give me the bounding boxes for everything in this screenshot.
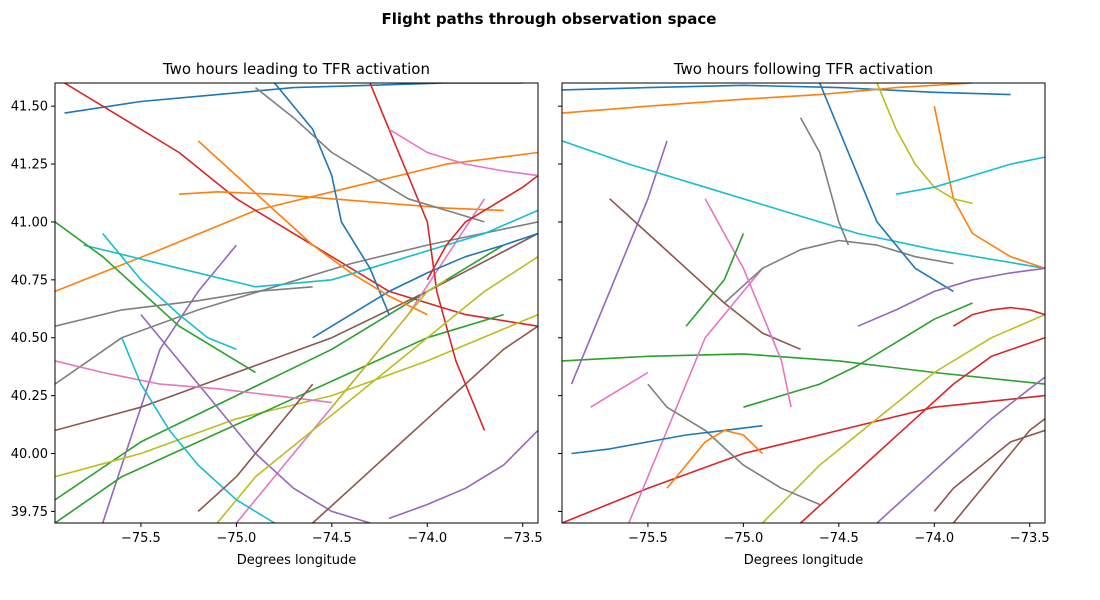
y-ticks-right <box>558 105 562 512</box>
flight-path-4 <box>562 394 1045 523</box>
flight-path-23 <box>685 233 745 327</box>
subplot-left-title: Two hours leading to TFR activation <box>162 60 430 78</box>
flight-path-25 <box>388 429 538 520</box>
y-tick-label: 39.75 <box>11 505 48 520</box>
x-tick-label: −73.5 <box>1010 531 1050 546</box>
flight-path-1 <box>562 84 1011 96</box>
y-tick-label: 41.00 <box>11 215 48 230</box>
flight-path-17 <box>55 360 332 404</box>
flight-path-10 <box>562 140 1045 270</box>
x-tick-label: −74.0 <box>914 531 954 546</box>
flight-path-15 <box>140 314 371 523</box>
x-tick-label: −75.0 <box>723 531 763 546</box>
y-tick-label: 40.00 <box>11 447 48 462</box>
flight-path-9 <box>761 313 1045 523</box>
flight-path-19 <box>876 83 973 205</box>
y-tick-label: 41.50 <box>11 100 48 115</box>
flight-path-20 <box>121 337 275 523</box>
flight-path-14 <box>800 336 1045 523</box>
flight-path-6 <box>609 198 801 351</box>
flight-path-13 <box>743 302 973 408</box>
x-tick-label: −75.5 <box>628 531 668 546</box>
y-tick-label: 40.50 <box>11 331 48 346</box>
flight-path-2 <box>562 83 973 114</box>
flight-path-22 <box>666 429 764 489</box>
x-tick-label: −75.5 <box>121 531 161 546</box>
plot-area-right <box>562 83 1045 523</box>
flight-path-29 <box>331 279 447 408</box>
flight-path-21 <box>571 424 763 455</box>
y-tick-label: 40.25 <box>11 389 48 404</box>
flight-path-8 <box>723 239 954 304</box>
flight-path-20 <box>895 156 1045 195</box>
flight-path-24 <box>952 306 1045 327</box>
flight-path-28 <box>55 286 313 327</box>
flight-path-7 <box>628 267 764 523</box>
flight-path-19 <box>216 256 538 523</box>
axes-frame-left <box>54 82 539 524</box>
x-tick-label: −74.5 <box>819 531 859 546</box>
x-tick-label: −74.0 <box>407 531 447 546</box>
flight-path-24 <box>426 174 538 281</box>
flight-path-7 <box>235 198 486 523</box>
flight-path-5 <box>570 140 668 385</box>
flight-path-10 <box>83 209 538 288</box>
flight-path-23 <box>55 221 256 374</box>
flight-path-12 <box>179 191 504 212</box>
flight-path-30 <box>102 232 237 351</box>
flight-path-21 <box>312 232 538 339</box>
flight-path-4 <box>64 83 538 327</box>
axes-frame-right <box>561 82 1046 524</box>
x-ticks-right: −75.5 −75.0 −74.5 −74.0 −73.5 <box>628 523 1050 546</box>
figure-suptitle: Flight paths through observation space <box>382 10 717 28</box>
flight-path-28 <box>799 117 850 246</box>
flight-path-27 <box>590 371 649 408</box>
flight-path-13 <box>55 313 504 523</box>
flight-path-16 <box>952 418 1045 523</box>
y-ticks-left: 39.75 40.00 40.25 40.50 40.75 41.00 41.25 41.50 <box>11 100 55 520</box>
flight-path-15 <box>876 376 1045 523</box>
flight-path-1 <box>64 83 523 114</box>
flight-path-18 <box>255 86 485 223</box>
x-ticks-left: −75.5 −75.0 −74.5 −74.0 −73.5 <box>121 523 543 546</box>
flight-path-9 <box>55 313 538 478</box>
x-axis-label-left: Degrees longitude <box>237 553 356 568</box>
flight-path-27 <box>388 128 538 177</box>
subplot-left: Two hours leading to TFR activation −75.… <box>11 60 543 568</box>
flight-path-16 <box>312 325 538 523</box>
flight-path-8 <box>55 221 538 385</box>
flight-path-25 <box>857 267 1045 327</box>
flight-path-11 <box>818 83 954 293</box>
y-tick-label: 40.75 <box>11 273 48 288</box>
flight-path-26 <box>197 383 314 512</box>
plot-area-left <box>55 83 538 523</box>
flight-path-18 <box>647 383 821 506</box>
subplot-right: Two hours following TFR activation −75.5… <box>558 60 1050 568</box>
flight-path-26 <box>933 429 1045 512</box>
x-tick-label: −73.5 <box>503 531 543 546</box>
x-axis-label-right: Degrees longitude <box>744 553 863 568</box>
x-tick-label: −75.0 <box>216 531 256 546</box>
flight-path-5 <box>101 244 238 523</box>
flight-path-3 <box>562 353 1045 385</box>
flight-path-6 <box>55 232 538 432</box>
flight-path-17 <box>704 198 792 408</box>
x-tick-label: −74.5 <box>312 531 352 546</box>
subplot-right-title: Two hours following TFR activation <box>673 60 933 78</box>
y-tick-label: 41.25 <box>11 158 48 173</box>
flight-path-14 <box>369 83 486 431</box>
flight-path-12 <box>933 106 1045 270</box>
flight-path-22 <box>197 140 428 316</box>
